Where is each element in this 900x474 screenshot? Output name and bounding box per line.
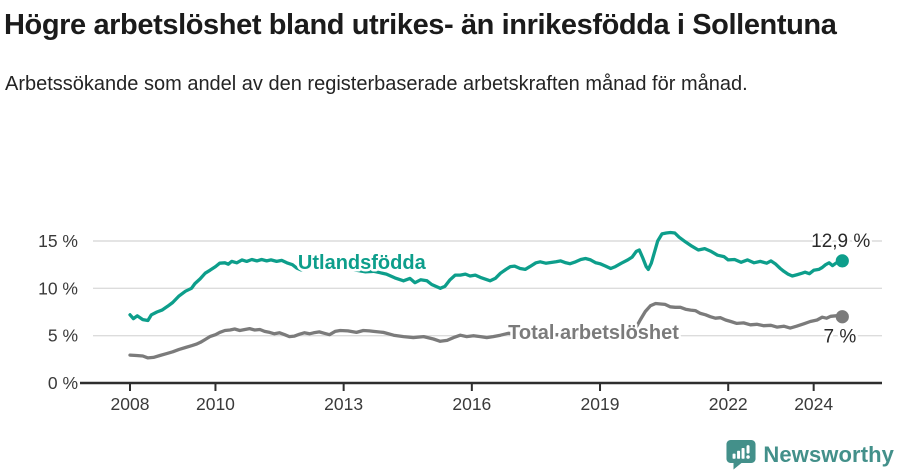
end-dot-utlandsf-dda: [835, 254, 849, 268]
speech-bubble-bar-chart-icon: [726, 439, 756, 470]
x-tick-label-2010: 2010: [196, 394, 235, 414]
y-tick-label-5: 5 %: [48, 326, 78, 346]
series-label-total-arbetsl-shet: Total arbetslöshet: [508, 322, 679, 344]
line-chart: 2008 2010 2013 2016 2019 2022 2024 0 % 5 % 10 % 15…: [0, 192, 900, 432]
series-line-total-arbetsl-shet: [128, 301, 844, 360]
y-tick-label-10: 10 %: [38, 278, 78, 298]
x-tick-label-2013: 2013: [324, 394, 363, 414]
x-tick-label-2019: 2019: [581, 394, 620, 414]
end-value-label-total-arbetsl-shet: 7 %: [824, 327, 857, 348]
x-tick-label-2008: 2008: [111, 394, 150, 414]
y-tick-label-0: 0 %: [48, 373, 78, 393]
chart-subtitle: Arbetssökande som andel av den registerb…: [5, 73, 748, 96]
series-line-utlandsf-dda: [128, 230, 844, 323]
newsworthy-logo[interactable]: Newsworthy: [726, 439, 894, 470]
y-tick-label-15: 15 %: [38, 231, 78, 251]
x-tick-label-2022: 2022: [709, 394, 748, 414]
end-value-label-utlandsf-dda: 12,9 %: [811, 231, 870, 252]
series-label-utlandsf-dda: Utlandsfödda: [298, 252, 427, 274]
line-chart-svg: 2008 2010 2013 2016 2019 2022 2024 0 % 5 % 10 % 15…: [38, 228, 882, 414]
x-tick-label-2024: 2024: [794, 394, 833, 414]
x-tick-label-2016: 2016: [452, 394, 491, 414]
end-dot-total-arbetsl-shet: [835, 310, 849, 324]
chart-title: Högre arbetslöshet bland utrikes- än inr…: [4, 9, 837, 41]
newsworthy-brand-text: Newsworthy: [763, 441, 894, 467]
